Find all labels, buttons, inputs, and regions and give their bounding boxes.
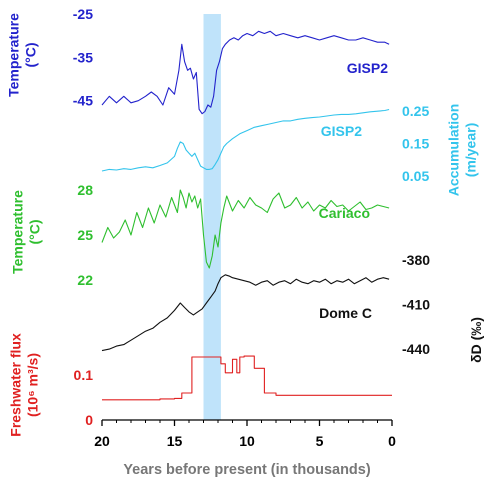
x-tick-label: 15	[167, 433, 183, 449]
axes-layer: GISP2 -25 -35 -45 Temperature(°C) GISP2 0.25 0.…	[6, 6, 485, 437]
x-tick-label: 5	[316, 433, 324, 449]
domec_dD-axis-title: δD (‰)	[468, 317, 484, 363]
x-tick-label: 10	[239, 433, 255, 449]
gisp2_temp-series-line	[101, 30, 390, 115]
cariaco_temp-tick-label: 22	[77, 272, 93, 288]
x-axis: Years before present (in thousands) 20 15…	[94, 419, 396, 478]
cariaco_temp-series-line	[101, 189, 390, 269]
domec_dD-tick-label: -380	[402, 252, 430, 268]
gisp2_accum-series-line	[101, 108, 390, 172]
cariaco_temp-tick-label: 25	[77, 227, 93, 243]
domec_dD-tick-label: -410	[402, 297, 430, 313]
gisp2_temp-axis-title: Temperature(°C)	[6, 13, 39, 97]
gisp2_temp-tick-label: -45	[73, 93, 93, 109]
gisp2_accum-series-label: GISP2	[321, 123, 362, 139]
domec_dD-series-label: Dome C	[319, 305, 372, 321]
x-axis-label: Years before present (in thousands)	[123, 462, 371, 478]
x-tick-label: 0	[388, 433, 396, 449]
domec_dD-tick-label: -440	[402, 341, 430, 357]
gisp2_accum-tick-label: 0.15	[402, 136, 429, 152]
freshwater_flux-axis-title: Freshwater flux(10⁶ m³/s)	[8, 333, 41, 437]
gisp2_accum-tick-label: 0.05	[402, 168, 429, 184]
cariaco_temp-tick-label: 28	[77, 182, 93, 198]
x-tick-label: 20	[94, 433, 110, 449]
gisp2_temp-tick-label: -35	[73, 49, 93, 65]
highlight-band	[203, 14, 221, 420]
freshwater_flux-tick-label: 0.1	[74, 367, 94, 383]
cariaco_temp-series-label: Cariaco	[319, 205, 370, 221]
series-layer	[101, 30, 392, 401]
gisp2_temp-tick-label: -25	[73, 6, 93, 22]
gisp2_accum-axis-title: Accumulation(m/year)	[446, 104, 479, 197]
domec_dD-series-line	[101, 274, 390, 352]
gisp2_accum-tick-label: 0.25	[402, 103, 429, 119]
freshwater_flux-tick-label: 0	[85, 412, 93, 428]
cariaco_temp-axis-title: Temperature(°C)	[10, 190, 43, 274]
freshwater_flux-series-line	[102, 355, 392, 401]
gisp2_temp-series-label: GISP2	[347, 60, 388, 76]
